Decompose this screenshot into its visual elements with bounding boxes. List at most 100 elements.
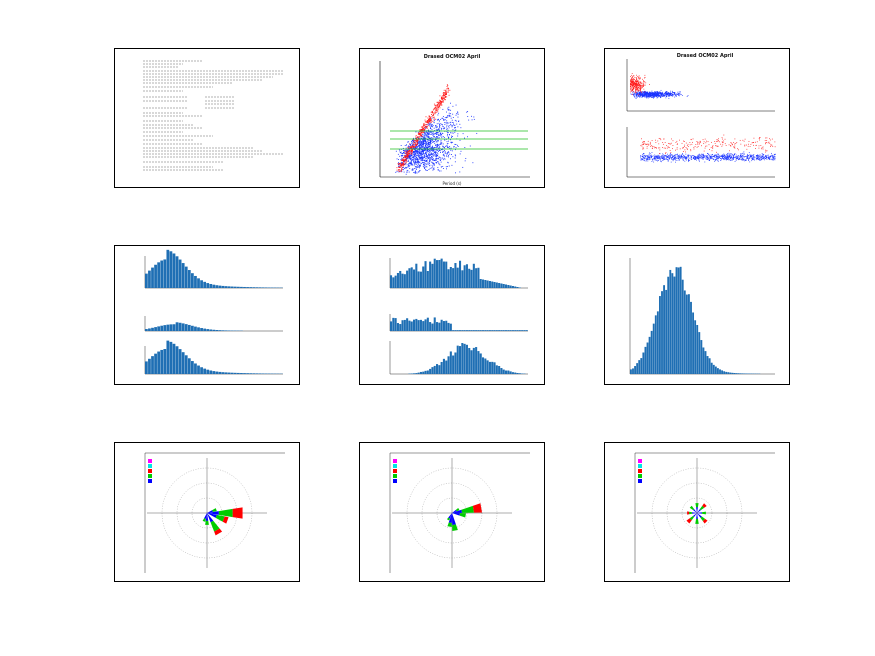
scatter-point: [767, 155, 769, 157]
scatter-point: [408, 161, 410, 162]
scatter-point: [635, 82, 637, 84]
scatter-point: [705, 158, 707, 160]
scatter-point: [679, 148, 681, 150]
histogram-bar: [465, 344, 468, 374]
scatter-point: [660, 95, 662, 96]
scatter-point: [670, 95, 672, 97]
scatter-point: [667, 93, 669, 94]
scatter-point: [706, 156, 708, 158]
scatter-point: [652, 95, 654, 97]
histogram-bar: [502, 284, 505, 288]
scatter-point: [647, 158, 648, 160]
scatter-point: [405, 158, 407, 159]
scatter-point: [643, 143, 645, 145]
thumbnail-wind-rose-3[interactable]: [604, 442, 790, 582]
scatter-point: [744, 158, 746, 160]
scatter-point: [432, 131, 434, 133]
scatter-point: [666, 157, 667, 159]
scatter-point: [425, 142, 427, 144]
scatter-point: [740, 155, 742, 157]
scatter-point: [424, 121, 426, 123]
scatter-point: [441, 135, 443, 137]
scatter-point: [640, 82, 642, 84]
scatter-point: [418, 151, 420, 153]
scatter-point: [655, 96, 657, 98]
histogram-bar: [396, 272, 399, 288]
scatter-point: [630, 82, 632, 84]
scatter-point: [630, 87, 632, 89]
thumbnail-histogram-stack-1[interactable]: [114, 245, 300, 385]
scatter-point: [443, 128, 445, 130]
scatter-point: [636, 94, 638, 96]
scatter-point: [645, 91, 647, 93]
scatter-point: [663, 96, 665, 98]
histogram-bar: [145, 273, 148, 288]
scatter-point: [435, 125, 437, 127]
scatter-point: [439, 159, 441, 161]
scatter-point: [697, 156, 699, 158]
scatter-point: [664, 92, 666, 94]
histogram-bar: [422, 371, 425, 374]
scatter-point: [402, 153, 404, 155]
scatter-point: [433, 152, 435, 154]
scatter-point: [702, 139, 704, 141]
scatter-point: [641, 85, 643, 86]
scatter-point: [419, 132, 420, 134]
scatter-point: [660, 96, 662, 98]
scatter-point: [635, 95, 637, 97]
scatter-point: [678, 158, 680, 159]
scatter-point: [723, 155, 725, 157]
thumbnail-text-page[interactable]: [114, 48, 300, 188]
scatter-point: [436, 136, 438, 138]
scatter-point: [718, 156, 720, 158]
thumbnail-scatter-period[interactable]: Drased OCM02 April Period (s): [359, 48, 545, 188]
thumbnail-wind-rose-2[interactable]: [359, 442, 545, 582]
histogram-bar: [221, 285, 225, 288]
histogram-bar: [197, 365, 200, 374]
scatter-point: [750, 155, 751, 157]
scatter-point: [440, 102, 442, 104]
scatter-point: [660, 155, 662, 157]
histogram-bar: [461, 342, 464, 374]
scatter-point: [643, 94, 645, 96]
histogram-bar: [154, 353, 157, 374]
histogram-bar: [482, 330, 485, 331]
scatter-point: [633, 96, 635, 97]
scatter-point: [695, 144, 697, 145]
scatter-point: [442, 146, 444, 148]
thumbnail-histogram-single[interactable]: [604, 245, 790, 385]
scatter-point: [756, 155, 758, 156]
scatter-point: [447, 146, 449, 148]
scatter-point: [670, 94, 672, 96]
scatter-point: [633, 92, 635, 94]
histogram-bar: [264, 287, 268, 288]
scatter-point: [665, 94, 667, 96]
scatter-point: [431, 133, 433, 134]
scatter-point: [677, 93, 679, 95]
thumbnail-wind-rose-1[interactable]: [114, 442, 300, 582]
scatter-point: [443, 94, 445, 96]
scatter-point: [421, 151, 422, 153]
scatter-point: [651, 92, 653, 93]
scatter-point: [424, 160, 426, 162]
scatter-point: [643, 142, 645, 144]
scatter-point: [762, 154, 764, 156]
scatter-point: [653, 95, 655, 97]
scatter-point: [440, 142, 442, 144]
scatter-point: [423, 162, 425, 164]
scatter-point: [718, 140, 719, 141]
scatter-point: [423, 145, 425, 147]
scatter-point: [435, 127, 437, 129]
histogram-bar: [401, 273, 404, 288]
thumbnail-histogram-stack-2[interactable]: [359, 245, 545, 385]
thumbnail-scatter-pair[interactable]: Drased OCM02 April: [604, 48, 790, 188]
scatter-point: [423, 157, 425, 159]
scatter-point: [419, 156, 420, 158]
scatter-point: [424, 139, 426, 141]
scatter-point: [690, 138, 692, 140]
scatter-point: [687, 143, 689, 145]
scatter-point: [633, 78, 634, 80]
scatter-point: [424, 128, 426, 129]
scatter-point: [765, 155, 766, 157]
scatter-point: [738, 159, 739, 161]
